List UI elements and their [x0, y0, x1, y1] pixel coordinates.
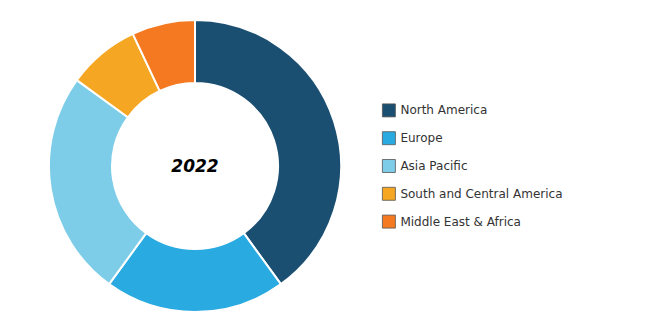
svg-text:South and Central America: South and Central America	[400, 187, 562, 201]
svg-text:Asia Pacific: Asia Pacific	[400, 159, 467, 173]
svg-text:North America: North America	[400, 103, 487, 117]
svg-text:2022: 2022	[171, 156, 218, 176]
svg-text:Europe: Europe	[400, 131, 442, 145]
svg-text:Middle East & Africa: Middle East & Africa	[400, 215, 521, 229]
